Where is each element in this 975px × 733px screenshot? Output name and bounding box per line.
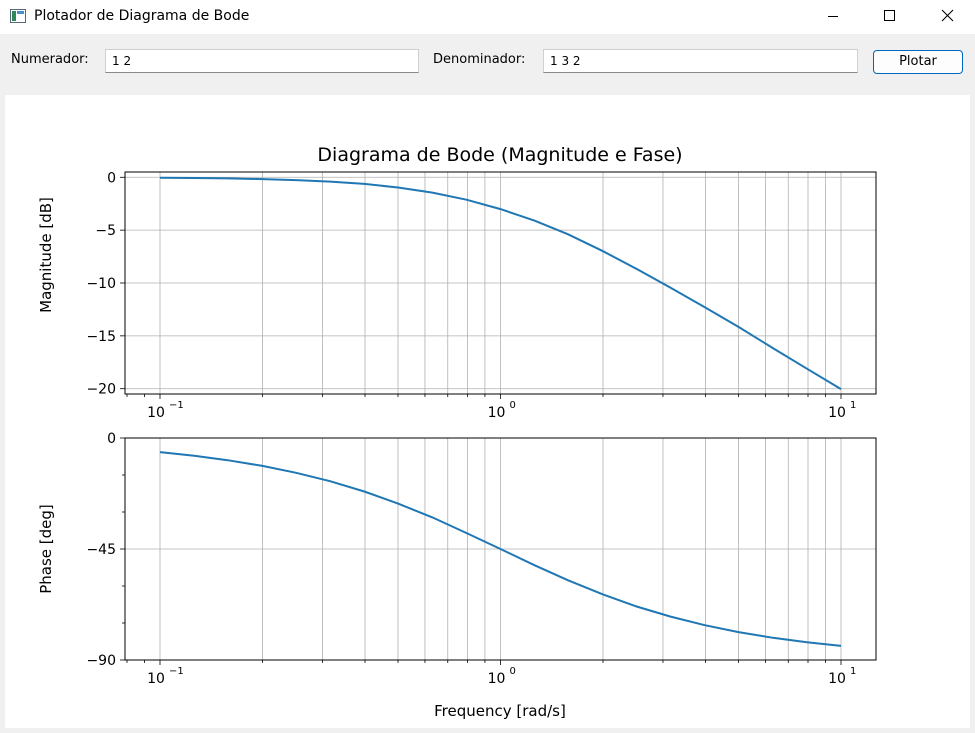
axes-frame	[124, 437, 877, 661]
close-icon	[941, 9, 954, 22]
chart-title: Diagrama de Bode (Magnitude e Fase)	[317, 144, 682, 166]
x-tick-label: 10	[488, 405, 506, 421]
x-tick-exponent: 1	[850, 666, 856, 677]
input-toolbar: Numerador: 1 2 Denominador: 1 3 2 Plotar	[0, 34, 975, 94]
x-tick-label: 10	[147, 671, 165, 687]
x-tick-exponent: 0	[510, 666, 516, 677]
maximize-button[interactable]	[861, 0, 917, 34]
x-tick-label: 10	[828, 405, 846, 421]
x-tick-label: 10	[828, 671, 846, 687]
close-button[interactable]	[919, 0, 975, 34]
denominator-label: Denominador:	[433, 52, 526, 67]
axes-frame	[124, 171, 877, 395]
minimize-icon	[828, 16, 838, 17]
plot-canvas: Diagrama de Bode (Magnitude e Fase) 0 −5 −…	[5, 95, 970, 728]
y-tick-label: −15	[86, 329, 116, 345]
magnitude-axes: 0 −5 −10 −15 −20 10 −1 10 0 10 1	[86, 170, 877, 421]
window-app-icon	[10, 9, 26, 23]
x-tick-exponent: −1	[169, 400, 184, 411]
plot-button[interactable]: Plotar	[873, 50, 963, 74]
y-tick-label: −10	[86, 276, 116, 292]
y-tick-label: −45	[86, 542, 116, 558]
denominator-input[interactable]: 1 3 2	[543, 49, 858, 73]
title-bar: Plotador de Diagrama de Bode	[0, 0, 975, 34]
maximize-icon	[884, 10, 895, 21]
phase-axes: 0 −45 −90 10 −1 10 0 10 1	[86, 431, 877, 687]
magnitude-y-axis-label: Magnitude [dB]	[37, 197, 55, 313]
y-tick-label: −20	[86, 382, 116, 398]
x-tick-exponent: 0	[510, 400, 516, 411]
minimize-button[interactable]	[805, 0, 861, 34]
bode-figure: Diagrama de Bode (Magnitude e Fase) 0 −5 −…	[37, 144, 877, 720]
numerator-label: Numerador:	[11, 52, 89, 67]
x-axis-label: Frequency [rad/s]	[434, 702, 566, 720]
x-tick-exponent: 1	[850, 400, 856, 411]
y-tick-label: 0	[107, 431, 116, 447]
x-tick-exponent: −1	[169, 666, 184, 677]
numerator-input[interactable]: 1 2	[105, 49, 419, 73]
y-tick-label: −5	[95, 223, 116, 239]
phase-y-axis-label: Phase [deg]	[37, 504, 55, 594]
y-tick-label: −90	[86, 653, 116, 669]
y-tick-label: 0	[107, 170, 116, 186]
series-line	[159, 451, 842, 647]
x-tick-label: 10	[147, 405, 165, 421]
series-line	[159, 176, 842, 390]
window-title: Plotador de Diagrama de Bode	[34, 8, 250, 24]
x-tick-label: 10	[488, 671, 506, 687]
